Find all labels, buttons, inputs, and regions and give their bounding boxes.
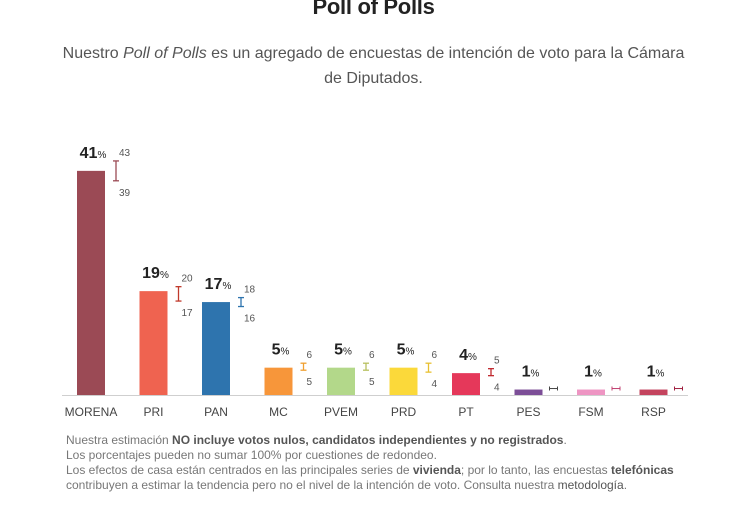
footnote-2: Los porcentajes pueden no sumar 100% por…	[66, 448, 437, 462]
footnote-4-start: contribuyen a estimar la tendencia pero …	[66, 478, 558, 492]
category-label-pvem: PVEM	[324, 405, 358, 419]
ci-high-label-prd: 6	[432, 350, 438, 361]
ci-low-label-pvem: 5	[369, 377, 375, 388]
footnote-3-start: Los efectos de casa están centrados en l…	[66, 463, 413, 477]
value-label-morena: 41%	[80, 145, 107, 162]
footnote-1-start: Nuestra estimación	[66, 433, 173, 447]
value-label-pes: 1%	[522, 364, 540, 381]
footnote-3-middle: ; por lo tanto, las encuestas	[460, 463, 611, 477]
ci-low-label-pt: 4	[494, 383, 500, 394]
footnote-3: Los efectos de casa están centrados en l…	[66, 463, 726, 478]
footnotes: Nuestra estimación NO incluye votos nulo…	[66, 433, 726, 493]
ci-low-label-pri: 17	[182, 308, 194, 319]
subtitle-text-start: Nuestro	[62, 45, 124, 62]
category-label-pes: PES	[516, 405, 540, 419]
value-label-pan: 17%	[205, 276, 232, 293]
ci-high-label-mc: 6	[307, 350, 313, 361]
footnote-1-end: .	[563, 433, 567, 447]
footnote-3-bold-telefonicas: telefónicas	[611, 463, 674, 477]
bar-morena	[77, 170, 105, 395]
footnote-1-bold: NO incluye votos nulos, candidatos indep…	[172, 433, 564, 447]
ci-low-label-mc: 5	[307, 377, 313, 388]
footnote-3-bold-vivienda: vivienda	[412, 463, 461, 477]
page-title: Poll of Polls	[312, 0, 435, 19]
value-label-pri: 19%	[142, 265, 169, 282]
ci-high-label-pan: 18	[244, 285, 256, 296]
value-label-prd: 5%	[397, 342, 415, 359]
footnote-4-end: .	[623, 478, 628, 492]
bar-fsm	[577, 389, 605, 395]
category-label-fsm: FSM	[578, 405, 603, 419]
category-label-pri: PRI	[143, 405, 163, 419]
category-label-pt: PT	[458, 405, 474, 419]
bar-pvem	[327, 367, 355, 395]
poll-bar-chart: 41%MORENA433919%PRI201717%PAN18165%MC655…	[62, 145, 688, 419]
subtitle-emphasis: Poll of Polls	[123, 45, 207, 62]
value-label-fsm: 1%	[584, 364, 602, 381]
bar-mc	[264, 367, 293, 395]
category-label-morena: MORENA	[65, 405, 118, 419]
bar-pt	[452, 373, 480, 395]
ci-high-label-pt: 5	[494, 356, 500, 367]
category-label-pan: PAN	[204, 405, 228, 419]
value-label-mc: 5%	[272, 342, 290, 359]
category-label-mc: MC	[269, 405, 288, 419]
footnote-4: contribuyen a estimar la tendencia pero …	[66, 478, 726, 493]
page-subtitle: Nuestro Poll of Polls es un agregado de …	[55, 41, 692, 91]
category-label-prd: PRD	[391, 405, 417, 419]
methodology-link[interactable]: metodología	[557, 478, 624, 492]
value-label-rsp: 1%	[647, 364, 665, 381]
category-label-rsp: RSP	[641, 405, 666, 419]
ci-high-label-pvem: 6	[369, 350, 375, 361]
bar-pes	[514, 389, 543, 395]
footnote-1: Nuestra estimación NO incluye votos nulo…	[66, 433, 726, 448]
value-label-pt: 4%	[459, 347, 477, 364]
bar-prd	[389, 367, 418, 395]
ci-high-label-morena: 43	[119, 148, 131, 159]
ci-low-label-pan: 16	[244, 314, 256, 325]
ci-low-label-prd: 4	[432, 379, 438, 390]
bar-rsp	[639, 389, 668, 395]
ci-low-label-morena: 39	[119, 188, 131, 199]
ci-high-label-pri: 20	[182, 274, 194, 285]
bar-pri	[139, 291, 168, 395]
subtitle-text-end: es un agregado de encuestas de intención…	[206, 45, 685, 87]
bar-pan	[202, 302, 230, 395]
value-label-pvem: 5%	[334, 342, 352, 359]
